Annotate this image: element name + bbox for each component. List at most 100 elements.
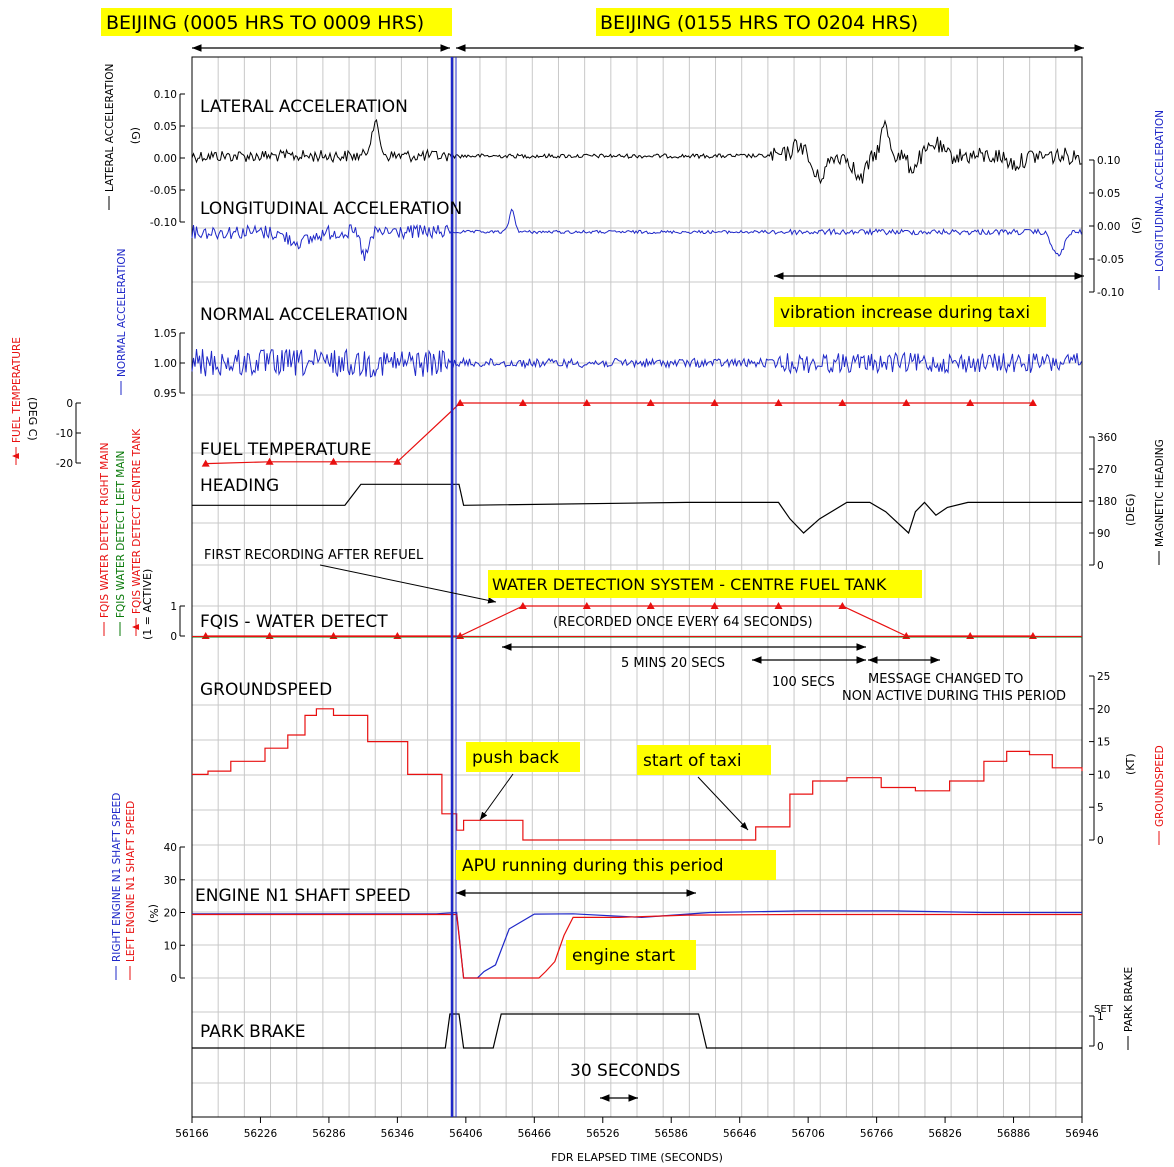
unit-n1: (%) <box>147 904 160 923</box>
first-recording-note: FIRST RECORDING AFTER REFUEL <box>204 548 424 563</box>
y-tick-label: -0.05 <box>150 185 177 197</box>
axis-label-normal-text: NORMAL ACCELERATION <box>116 249 128 378</box>
start-taxi-note: start of taxi <box>643 751 742 771</box>
series-magnetic-heading <box>192 483 1082 535</box>
unit-groundspeed: (KT) <box>1124 753 1137 775</box>
x-tick-label: 56826 <box>928 1128 962 1140</box>
y-tick-label: 0 <box>170 631 177 643</box>
axis-label-heading: MAGNETIC HEADING <box>1154 439 1166 565</box>
y-tick-label: -0.10 <box>1097 287 1124 299</box>
panel-title-longitudinal: LONGITUDINAL ACCELERATION <box>200 199 462 219</box>
five-mins-note: 5 MINS 20 SECS <box>621 656 725 671</box>
y-tick-label: 10 <box>164 940 177 952</box>
message-changed-note-1: MESSAGE CHANGED TO <box>868 672 1023 687</box>
panel-title-n1: ENGINE N1 SHAFT SPEED <box>195 886 411 906</box>
axis-label-lateral-text: LATERAL ACCELERATION <box>104 64 116 192</box>
y-tick-label: 1 <box>170 601 177 613</box>
marker-triangle <box>710 602 719 609</box>
vibration-note: vibration increase during taxi <box>780 303 1030 323</box>
normal-acceleration-trace <box>191 348 1082 378</box>
marker-triangle <box>838 602 847 609</box>
period-1-label: BEIJING (0005 HRS TO 0009 HRS) <box>106 12 424 34</box>
series-fuel-temperature <box>205 402 1033 465</box>
marker-triangle <box>966 399 975 406</box>
series-groundspeed <box>192 708 1083 841</box>
y-tick-label: 25 <box>1097 671 1110 683</box>
y-tick-label: 20 <box>1097 704 1110 716</box>
axis-label-fqis-centre: FQIS WATER DETECT CENTRE TANK <box>131 428 143 636</box>
panel-title-park-brake: PARK BRAKE <box>200 1022 305 1042</box>
y-tick-label: -0.05 <box>1097 254 1124 266</box>
y-tick-label: 1.00 <box>154 358 177 370</box>
recorded-once-note: (RECORDED ONCE EVERY 64 SECONDS) <box>553 615 813 630</box>
axis-label-fqis-right-text: FQIS WATER DETECT RIGHT MAIN <box>99 443 111 618</box>
x-tick-label: 56586 <box>655 1128 689 1140</box>
apu-highlight <box>456 850 776 880</box>
traces <box>191 57 1083 1117</box>
water-system-note: WATER DETECTION SYSTEM - CENTRE FUEL TAN… <box>492 575 887 594</box>
x-tick-label: 56766 <box>860 1128 894 1140</box>
unit-longitudinal: (G) <box>1130 217 1143 234</box>
axis-label-fqis-right: FQIS WATER DETECT RIGHT MAIN <box>99 443 111 636</box>
y-tick-label: 0.95 <box>154 388 177 400</box>
y-tick-label: 270 <box>1097 464 1117 476</box>
y-tick-label: 0.00 <box>154 153 177 165</box>
panel-title-fqis: FQIS - WATER DETECT <box>200 612 388 632</box>
y-tick-label: 5 <box>1097 802 1104 814</box>
y-tick-label: 180 <box>1097 496 1117 508</box>
message-changed-note-2: NON ACTIVE DURING THIS PERIOD <box>842 689 1066 704</box>
y-tick-label: 90 <box>1097 528 1110 540</box>
y-tick-label: 20 <box>164 908 177 920</box>
marker-triangle <box>838 399 847 406</box>
panel-title-fuel-temp: FUEL TEMPERATURE <box>200 440 371 460</box>
y-tick-label: 10 <box>1097 769 1110 781</box>
engine-start-note: engine start <box>572 946 675 966</box>
marker-triangle <box>393 457 402 465</box>
axis-label-park-brake-text: PARK BRAKE <box>1123 967 1135 1032</box>
axis-label-heading-text: MAGNETIC HEADING <box>1154 439 1166 547</box>
unit-fuel-temp: (DEG C) <box>26 397 39 441</box>
y-tick-label: 0 <box>170 973 177 985</box>
axis-label-normal: NORMAL ACCELERATION <box>116 249 128 395</box>
axis-label-fuel-temp: FUEL TEMPERATURE <box>11 337 23 465</box>
x-tick-label: 56226 <box>244 1128 278 1140</box>
panel-title-groundspeed: GROUNDSPEED <box>200 680 332 700</box>
y-tick-label: 0.05 <box>154 121 177 133</box>
marker-triangle <box>646 602 655 609</box>
period-2-label: BEIJING (0155 HRS TO 0204 HRS) <box>600 12 918 34</box>
x-tick-label: 56526 <box>586 1128 620 1140</box>
y-tick-label: 1 <box>1097 1011 1104 1023</box>
axis-label-fqis-left-text: FQIS WATER DETECT LEFT MAIN <box>115 451 127 618</box>
marker-triangle <box>646 399 655 406</box>
start-taxi-highlight <box>637 745 771 775</box>
apu-note: APU running during this period <box>462 856 724 876</box>
y-tick-label: 40 <box>164 842 177 854</box>
marker-triangle <box>265 457 274 465</box>
hundred-secs-note: 100 SECS <box>772 675 835 690</box>
marker-triangle <box>518 602 527 609</box>
series-left-engine-n1-shaft-speed <box>192 913 1082 979</box>
axis-label-groundspeed: GROUNDSPEED <box>1154 745 1166 845</box>
axis-label-longitudinal-text: LONGITUDINAL ACCELERATION <box>1154 110 1166 272</box>
axis-label-n1-right: RIGHT ENGINE N1 SHAFT SPEED <box>111 793 123 980</box>
marker-triangle <box>902 399 911 406</box>
lateral-acceleration-trace <box>191 118 1082 185</box>
marker-triangle <box>456 399 465 406</box>
axis-label-longitudinal: LONGITUDINAL ACCELERATION <box>1154 110 1166 290</box>
unit-heading: (DEG) <box>1124 493 1137 526</box>
axis-label-n1-right-text: RIGHT ENGINE N1 SHAFT SPEED <box>111 793 123 962</box>
unit-lateral: (G) <box>129 127 142 144</box>
y-tick-label: 360 <box>1097 432 1117 444</box>
marker-triangle <box>329 457 338 465</box>
x-axis-label: FDR ELAPSED TIME (SECONDS) <box>551 1151 723 1164</box>
axis-label-fqis-left: FQIS WATER DETECT LEFT MAIN <box>115 451 127 636</box>
x-tick-label: 56886 <box>997 1128 1031 1140</box>
y-tick-label: 0 <box>1097 1041 1104 1053</box>
axis-label-groundspeed-text: GROUNDSPEED <box>1154 745 1166 827</box>
axis-label-fuel-temp-text: FUEL TEMPERATURE <box>11 337 23 443</box>
x-tick-label: 56346 <box>381 1128 415 1140</box>
marker-triangle <box>518 399 527 406</box>
y-tick-label: 1.05 <box>154 328 177 340</box>
panel-title-normal: NORMAL ACCELERATION <box>200 305 408 325</box>
